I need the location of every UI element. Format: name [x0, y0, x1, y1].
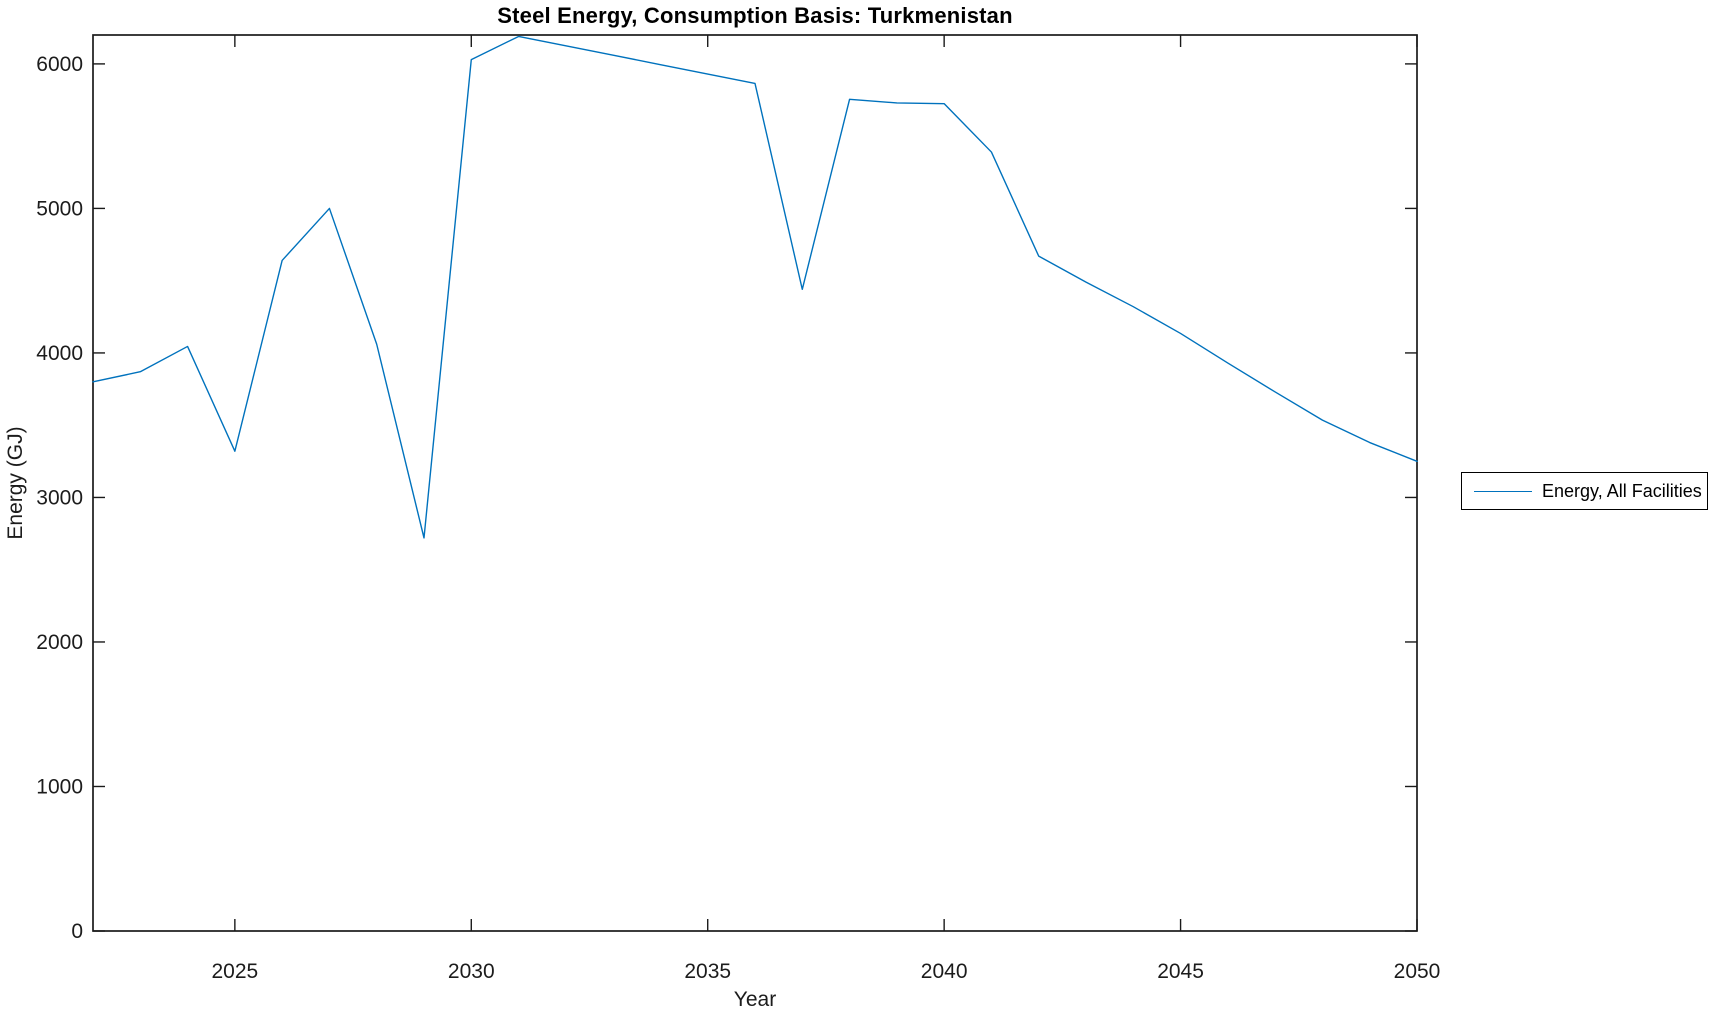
- y-tick-label: 1000: [36, 775, 83, 798]
- chart-title: Steel Energy, Consumption Basis: Turkmen…: [497, 3, 1013, 28]
- y-tick-label: 5000: [36, 197, 83, 220]
- x-axis-label: Year: [733, 988, 777, 1011]
- y-tick-label: 0: [71, 920, 83, 943]
- x-tick-label: 2030: [448, 960, 495, 983]
- legend-label: Energy, All Facilities: [1542, 480, 1702, 501]
- x-tick-label: 2035: [684, 960, 731, 983]
- y-tick-label: 2000: [36, 631, 83, 654]
- x-tick-label: 2040: [921, 960, 968, 983]
- y-axis-label: Energy (GJ): [4, 426, 27, 540]
- legend: Energy, All Facilities: [1461, 472, 1708, 510]
- y-tick-label: 3000: [36, 486, 83, 509]
- legend-line-sample: [1474, 490, 1532, 492]
- x-tick-label: 2045: [1157, 960, 1204, 983]
- y-tick-label: 6000: [36, 53, 83, 76]
- series-line-energy-all-facilities: [92, 35, 1418, 539]
- plot-border: [92, 34, 1418, 932]
- x-tick-label: 2025: [211, 960, 258, 983]
- x-tick-label: 2050: [1394, 960, 1441, 983]
- y-tick-label: 4000: [36, 342, 83, 365]
